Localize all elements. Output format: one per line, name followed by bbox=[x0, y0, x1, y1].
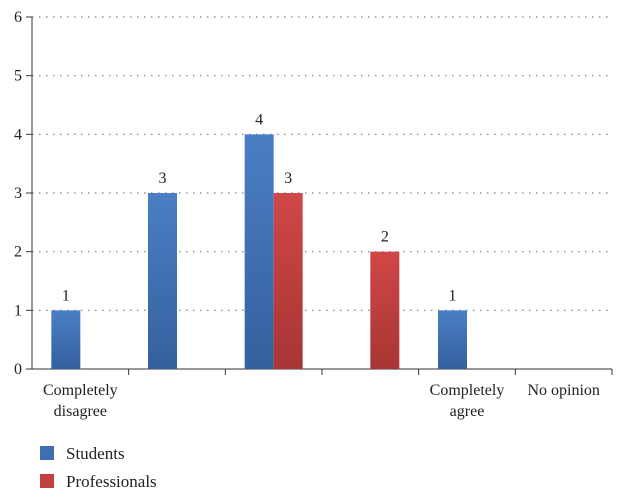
legend: Students Professionals bbox=[40, 444, 157, 491]
bar-students bbox=[51, 310, 81, 369]
legend-swatch-professionals bbox=[40, 474, 54, 488]
y-tick-label: 6 bbox=[14, 9, 22, 26]
gridlines bbox=[32, 16, 612, 311]
y-tick-label: 2 bbox=[14, 244, 22, 261]
bar-students bbox=[244, 134, 274, 369]
y-tick-label: 3 bbox=[14, 185, 22, 202]
data-label: 3 bbox=[159, 170, 167, 187]
data-label: 3 bbox=[284, 170, 292, 187]
data-label: 1 bbox=[62, 287, 70, 304]
data-labels: 1 3 4 3 2 1 bbox=[62, 111, 457, 304]
x-tick-label: disagree bbox=[54, 403, 107, 420]
data-label: 4 bbox=[255, 111, 263, 128]
bars bbox=[51, 134, 467, 369]
bar-students bbox=[438, 310, 467, 369]
axes: 0 1 2 3 4 5 6 Completely disagree Completely agree… bbox=[14, 9, 613, 420]
x-tick-label: agree bbox=[450, 403, 485, 420]
legend-swatch-students bbox=[40, 446, 54, 460]
y-tick-label: 1 bbox=[14, 302, 22, 319]
y-tick-label: 0 bbox=[14, 361, 22, 378]
legend-label-professionals: Professionals bbox=[66, 472, 157, 491]
bar-professionals bbox=[273, 193, 303, 369]
y-tick-label: 5 bbox=[14, 68, 22, 85]
data-label: 2 bbox=[381, 229, 389, 246]
x-tick-label: No opinion bbox=[527, 382, 599, 399]
bar-professionals bbox=[370, 251, 400, 369]
x-tick-label: Completely bbox=[430, 382, 505, 399]
bar-students bbox=[148, 193, 177, 369]
x-tick-label: Completely bbox=[43, 382, 118, 399]
y-tick-label: 4 bbox=[14, 126, 22, 143]
data-label: 1 bbox=[449, 287, 457, 304]
legend-label-students: Students bbox=[66, 444, 125, 463]
